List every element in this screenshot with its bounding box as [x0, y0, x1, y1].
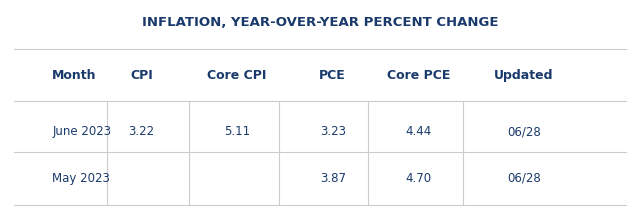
Text: CPI: CPI	[130, 69, 153, 82]
Text: Updated: Updated	[494, 69, 554, 82]
Text: 06/28: 06/28	[507, 125, 541, 138]
Text: INFLATION, YEAR-OVER-YEAR PERCENT CHANGE: INFLATION, YEAR-OVER-YEAR PERCENT CHANGE	[141, 16, 499, 29]
Text: PCE: PCE	[319, 69, 346, 82]
Text: 06/28: 06/28	[507, 172, 541, 185]
Text: 3.22: 3.22	[129, 125, 155, 138]
Text: May 2023: May 2023	[52, 172, 110, 185]
Text: 4.70: 4.70	[406, 172, 432, 185]
Text: 5.11: 5.11	[224, 125, 250, 138]
Text: 3.87: 3.87	[320, 172, 346, 185]
Text: Core CPI: Core CPI	[207, 69, 267, 82]
Text: June 2023: June 2023	[52, 125, 111, 138]
Text: 4.44: 4.44	[406, 125, 432, 138]
Text: Month: Month	[52, 69, 97, 82]
Text: Core PCE: Core PCE	[387, 69, 451, 82]
Text: 3.23: 3.23	[320, 125, 346, 138]
